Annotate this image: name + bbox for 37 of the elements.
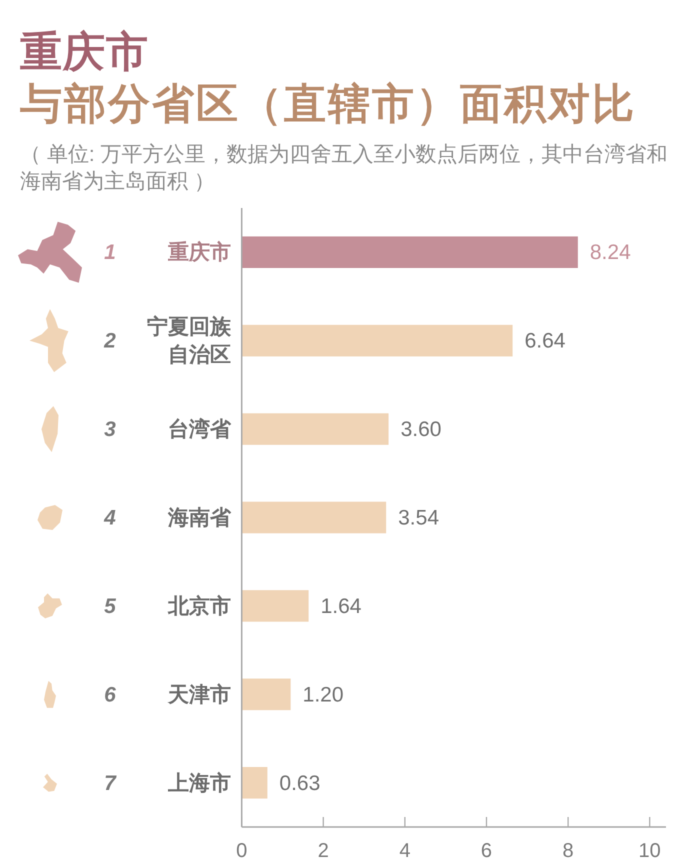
y-tick-label: 海南省	[167, 504, 232, 530]
bar	[242, 324, 513, 356]
data-label: 0.63	[279, 772, 320, 795]
bar	[242, 502, 386, 534]
data-label: 3.60	[400, 418, 442, 442]
chart-subtitle: 与部分省区（直辖市）面积对比	[19, 79, 636, 128]
text: 4	[103, 506, 116, 530]
x-tick-label: 10	[638, 840, 661, 862]
text: （ 单位: 万平方公里，数据为四舍五入至小数点后两位，其中台湾省和海南省为主岛面积 ）	[20, 143, 668, 193]
text: 2	[103, 330, 116, 353]
bar	[242, 767, 268, 799]
y-tick-label: 天津市	[167, 681, 231, 706]
bar	[242, 678, 291, 710]
text: 5	[104, 594, 116, 618]
data-label: 1.20	[302, 683, 344, 706]
y-tick-label: 台湾省	[168, 416, 232, 442]
x-tick-label: 0	[236, 840, 248, 862]
y-tick-label: 上海市	[167, 770, 231, 795]
x-tick-label: 2	[318, 840, 329, 862]
bar	[242, 413, 389, 445]
x-tick-label: 6	[480, 840, 492, 862]
data-label: 8.24	[590, 241, 632, 264]
data-label: 1.64	[320, 594, 362, 618]
data-label: 3.54	[398, 506, 440, 530]
x-tick-label: 4	[399, 840, 410, 862]
text: 3	[104, 418, 116, 442]
y-tick-label: 重庆市	[167, 239, 231, 264]
text: 6	[104, 683, 116, 706]
chart-title: 重庆市	[20, 27, 149, 76]
y-tick-label: 宁夏回族自治区	[147, 314, 232, 367]
bar	[242, 236, 578, 268]
text: 1	[104, 241, 116, 264]
text: 7	[104, 772, 118, 795]
y-tick-label: 北京市	[167, 592, 231, 618]
x-tick-label: 8	[562, 840, 574, 862]
data-label: 6.64	[524, 330, 566, 353]
bar	[242, 590, 309, 622]
